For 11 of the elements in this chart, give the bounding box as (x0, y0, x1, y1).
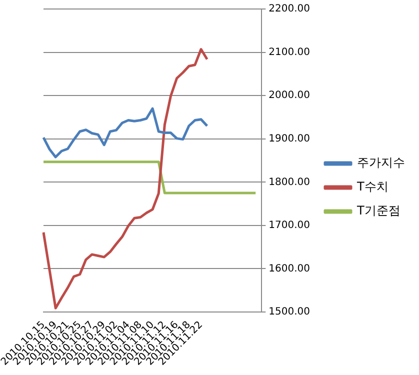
legend-label: T기준점 (356, 204, 400, 218)
y-tick-label: 1700.00 (268, 220, 310, 232)
legend-label: T수치 (356, 180, 388, 194)
y-tick-label: 1500.00 (268, 306, 310, 318)
y-tick-label: 1600.00 (268, 263, 310, 274)
legend-label: 주가지수 (357, 156, 405, 170)
y-tick-label: 1900.00 (268, 133, 310, 144)
y-tick-label: 2100.00 (268, 46, 310, 58)
y-tick-label: 1800.00 (268, 176, 310, 188)
y-tick-label: 2000.00 (268, 90, 310, 102)
y-tick-label: 2200.00 (268, 4, 310, 15)
